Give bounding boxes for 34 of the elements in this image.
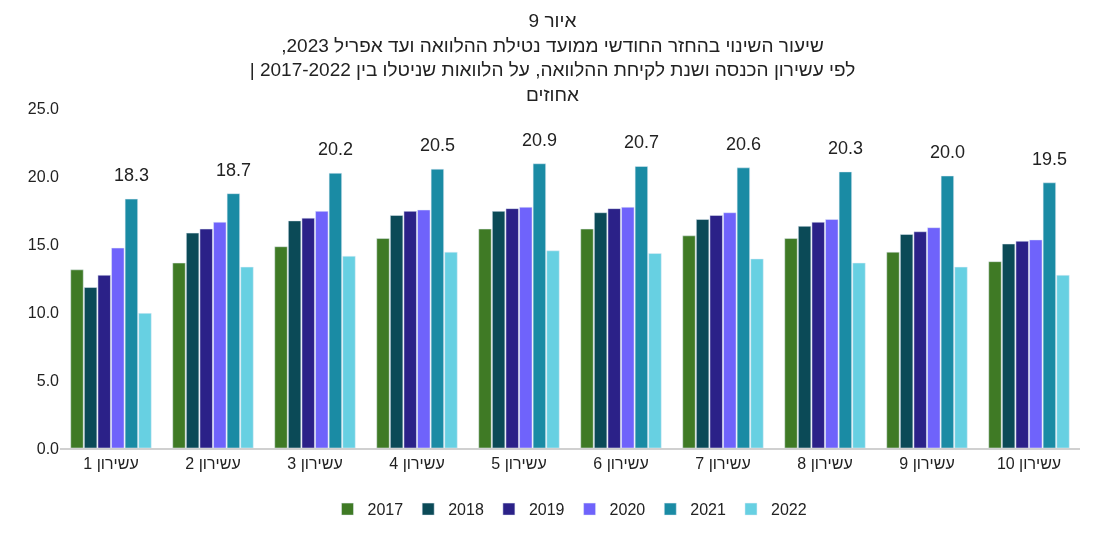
data-label: 20.3 (828, 138, 864, 158)
x-tick-label: עשירון 4 (389, 455, 445, 473)
data-label: 18.7 (216, 160, 252, 180)
legend-label: 2019 (528, 501, 565, 519)
data-label: 20.6 (726, 134, 762, 154)
chart-subtitle: אחוזים (526, 84, 580, 105)
x-tick-label: עשירון 10 (996, 455, 1062, 473)
y-tick-label: 10.0 (27, 303, 60, 321)
y-tick-label: 0.0 (36, 439, 60, 457)
data-label: 20.9 (522, 130, 558, 150)
legend-label: 2022 (770, 501, 807, 519)
x-tick-label: עשירון 2 (185, 455, 241, 473)
x-tick-label: עשירון 5 (491, 455, 547, 473)
data-label: 18.3 (114, 165, 150, 185)
chart-title: איור 9 שיעור השינוי בהחזר החודשי ממועד נטילת ההלוואה ועד אפריל 2023, לפי עשירון הכנסה ושנת לקיחת ההלוואה, על הלוואות שניטלו בין 2017-2022 | (249, 9, 856, 81)
x-tick-label: עשירון 3 (287, 455, 343, 473)
y-tick-label: 15.0 (27, 235, 60, 253)
x-tick-label: עשירון 7 (695, 455, 751, 473)
y-tick-label: 25.0 (27, 99, 60, 117)
y-tick-label: 5.0 (36, 371, 60, 389)
data-label: 20.5 (420, 135, 456, 155)
data-label: 20.2 (318, 139, 354, 159)
legend-label: 2018 (448, 501, 484, 519)
x-tick-label: עשירון 8 (797, 455, 853, 473)
x-tick-label: עשירון 6 (593, 455, 649, 473)
y-tick-label: 20.0 (27, 167, 60, 185)
legend-label: 2021 (690, 501, 726, 519)
data-label: 20.7 (624, 132, 660, 152)
data-label: 19.5 (1032, 149, 1068, 169)
x-tick-label: עשירון 9 (899, 455, 955, 473)
x-tick-label: עשירון 1 (83, 455, 139, 473)
legend-label: 2020 (609, 501, 646, 519)
legend-label: 2017 (367, 501, 404, 519)
data-label: 20.0 (930, 142, 966, 162)
